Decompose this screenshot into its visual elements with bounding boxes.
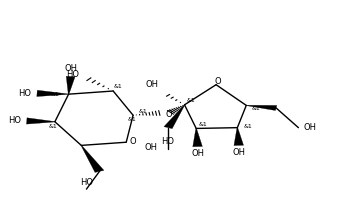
Text: HO: HO [162,137,175,146]
Text: HO: HO [80,177,93,187]
Text: &1: &1 [198,122,207,127]
Text: &1: &1 [244,124,252,129]
Text: &1: &1 [51,92,60,97]
Text: OH: OH [304,123,317,132]
Text: &1: &1 [139,109,147,114]
Polygon shape [66,76,75,94]
Text: HO: HO [66,70,79,79]
Polygon shape [26,118,55,124]
Text: HO: HO [19,89,32,98]
Text: OH: OH [191,149,204,158]
Text: OH: OH [146,80,159,89]
Polygon shape [81,145,104,172]
Polygon shape [246,105,277,111]
Text: OH: OH [145,143,158,152]
Text: HO: HO [8,116,21,125]
Polygon shape [234,128,244,146]
Polygon shape [37,90,69,97]
Polygon shape [164,105,185,129]
Text: &1: &1 [49,124,58,129]
Text: O: O [214,77,221,86]
Text: O: O [130,137,137,146]
Text: &1: &1 [114,84,123,89]
Polygon shape [193,128,202,147]
Text: &1: &1 [252,106,261,111]
Text: &1: &1 [128,117,137,123]
Text: &1: &1 [187,98,196,103]
Text: OH: OH [232,148,245,157]
Text: O: O [165,110,172,119]
Text: OH: OH [64,64,77,73]
